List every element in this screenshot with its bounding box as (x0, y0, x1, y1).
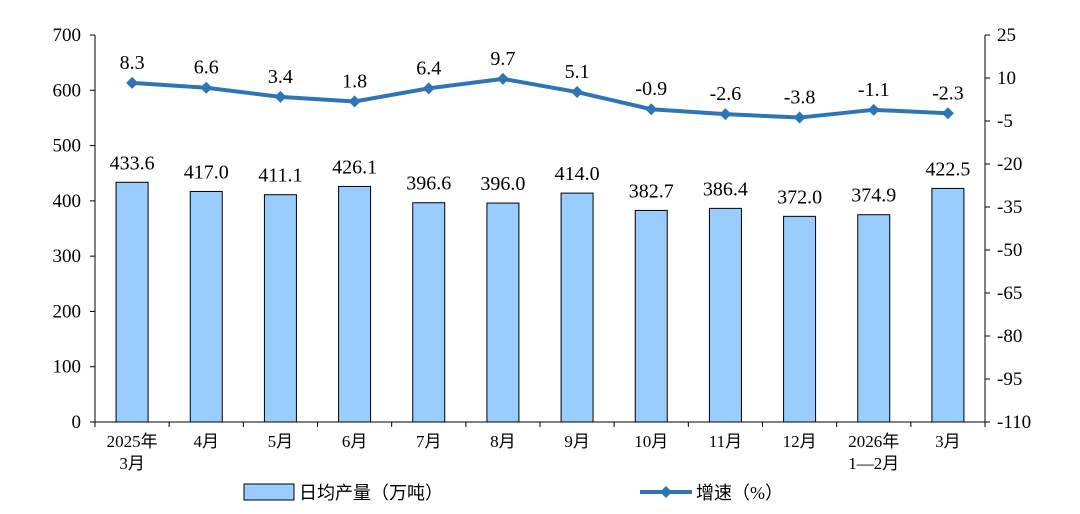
line-point (571, 86, 584, 99)
legend: 日均产量（万吨） 增速（%） (243, 483, 783, 503)
line-point (422, 82, 435, 95)
x-tick-label: 10月 (634, 432, 668, 451)
line-series (126, 72, 954, 124)
bar-data-label: 372.0 (777, 186, 822, 208)
bar-data-label: 382.7 (629, 180, 674, 202)
line-data-label: 1.8 (342, 71, 367, 93)
y-left-tick-label: 0 (72, 412, 82, 433)
line-point (496, 72, 509, 85)
line-point (200, 81, 213, 94)
x-axis-labels: 2025年 3月 4月 5月 6月 7月 8月 9月 10月 11月 12月 2026年 1—2月 3月 (107, 432, 961, 473)
bar (708, 207, 742, 423)
bar (263, 194, 297, 423)
y-right-tick-label: -50 (997, 240, 1022, 261)
line-point (867, 103, 880, 116)
y-right-tick-label: -20 (997, 154, 1022, 175)
axes: 0 100 200 300 400 500 600 700 25 10 -5 -20 -35 -50 -65… (53, 25, 1032, 433)
line-data-label: 6.6 (194, 57, 219, 79)
x-tick-label: 3月 (935, 432, 961, 451)
legend-line-marker (660, 486, 672, 498)
y-right-tick-label: -80 (997, 326, 1022, 347)
line-data-labels: 8.3 6.6 3.4 1.8 6.4 9.7 5.1 -0.9 -2.6 -3.8 -1.1 -2.… (120, 48, 964, 109)
x-tick-label: 3月 (119, 454, 145, 473)
bar (338, 185, 372, 423)
x-tick-label: 11月 (709, 432, 742, 451)
bar-data-label: 417.0 (184, 161, 229, 183)
x-tick-label: 6月 (342, 432, 368, 451)
line-data-label: 5.1 (565, 61, 590, 83)
y-right-tick-label: -65 (997, 283, 1022, 304)
y-left-tick-label: 600 (53, 80, 82, 101)
bar (857, 214, 891, 423)
bar-data-label: 411.1 (258, 165, 302, 187)
y-right-tick-label: -95 (997, 369, 1022, 390)
bar-series (115, 181, 965, 423)
y-left-tick-label: 400 (53, 191, 82, 212)
line-data-label: 3.4 (268, 66, 293, 88)
line-point (126, 76, 139, 89)
line-data-label: -2.6 (710, 83, 742, 105)
bar-data-label: 426.1 (332, 156, 377, 178)
y-right-tick-label: 10 (997, 68, 1016, 89)
bar (783, 215, 817, 423)
bar-data-label: 433.6 (110, 152, 155, 174)
x-tick-label: 5月 (268, 432, 294, 451)
x-tick-label: 2025年 (107, 432, 158, 451)
line-data-label: -2.3 (932, 82, 964, 104)
bar-data-labels: 433.6 417.0 411.1 426.1 396.6 396.0 414.0 382.7… (110, 152, 971, 208)
line-point (645, 103, 658, 116)
bar (560, 192, 594, 423)
x-tick-label: 7月 (416, 432, 442, 451)
line-data-label: -0.9 (635, 78, 667, 100)
y-right-tick-label: 25 (997, 25, 1016, 46)
line-point (941, 107, 954, 120)
bar (931, 187, 965, 423)
y-left-tick-label: 700 (53, 25, 82, 46)
bar-data-label: 422.5 (925, 158, 970, 180)
y-left-tick-label: 200 (53, 301, 82, 322)
bar (115, 181, 149, 423)
x-tick-label: 1—2月 (848, 454, 899, 473)
legend-bar-swatch (243, 483, 295, 501)
y-left-tick-label: 100 (53, 357, 82, 378)
x-tick-label: 8月 (490, 432, 516, 451)
x-tick-label: 9月 (564, 432, 590, 451)
bar-data-label: 396.6 (406, 173, 451, 195)
line-point (348, 95, 361, 108)
line-path (131, 76, 949, 120)
line-point (274, 90, 287, 103)
legend-bar-label: 日均产量（万吨） (299, 483, 443, 503)
line-data-label: -1.1 (858, 79, 890, 101)
bar-data-label: 374.9 (851, 185, 896, 207)
y-right-tick-label: -35 (997, 197, 1022, 218)
x-tick-label: 12月 (783, 432, 817, 451)
line-data-label: -3.8 (784, 87, 816, 109)
x-tick-label: 2026年 (848, 432, 899, 451)
y-right-tick-label: -110 (997, 412, 1031, 433)
line-data-label: 8.3 (120, 52, 145, 74)
bar-data-label: 386.4 (703, 178, 748, 200)
y-right-tick-label: -5 (997, 111, 1013, 132)
y-left-tick-label: 300 (53, 246, 82, 267)
bar (189, 190, 223, 423)
bar (412, 202, 446, 423)
y-left-tick-label: 500 (53, 136, 82, 157)
bar (486, 202, 520, 423)
line-point (793, 111, 806, 124)
x-tick-label: 4月 (194, 432, 220, 451)
line-point (719, 108, 732, 121)
line-data-label: 6.4 (416, 57, 441, 79)
line-data-label: 9.7 (490, 48, 515, 70)
bar-data-label: 414.0 (555, 163, 600, 185)
bar-data-label: 396.0 (480, 173, 525, 195)
legend-line-label: 增速（%） (696, 483, 783, 503)
bar (634, 209, 668, 423)
